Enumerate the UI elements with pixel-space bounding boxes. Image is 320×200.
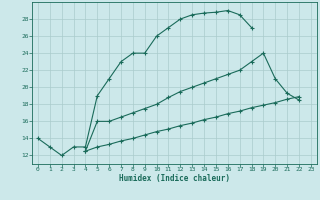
- X-axis label: Humidex (Indice chaleur): Humidex (Indice chaleur): [119, 174, 230, 183]
